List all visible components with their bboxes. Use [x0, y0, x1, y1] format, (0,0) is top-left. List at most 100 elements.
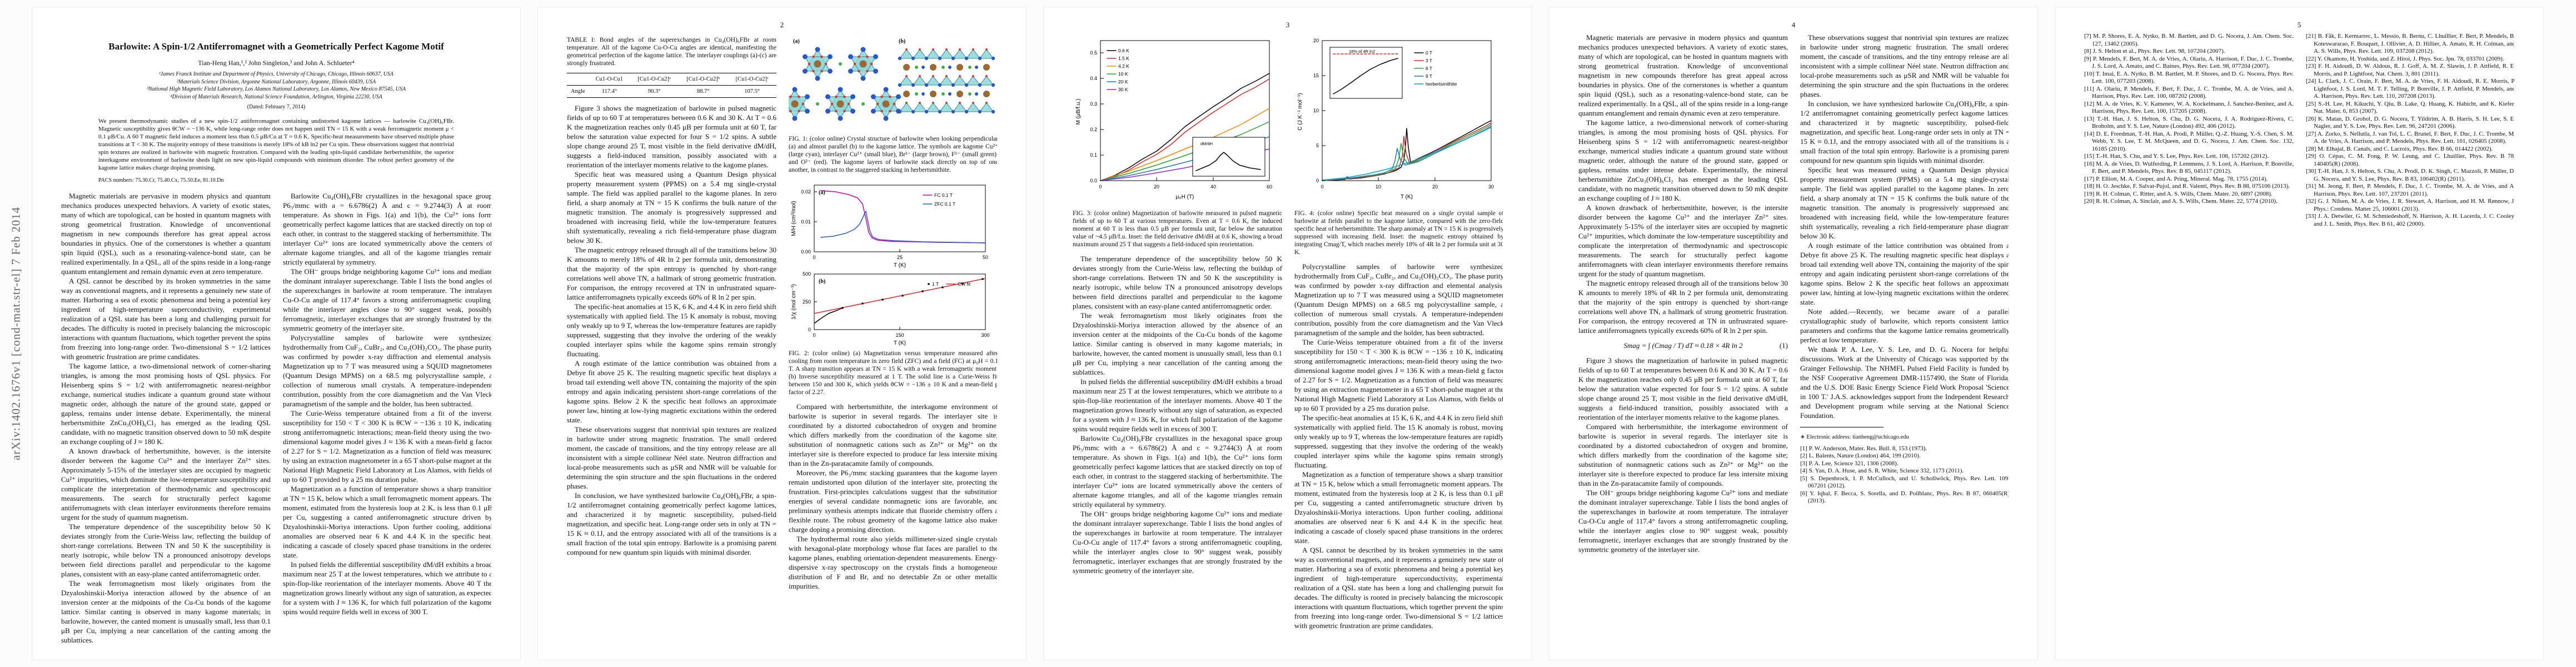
tick-label: 0	[1316, 178, 1319, 183]
figure-3-caption: FIG. 3: (color online) Magnetization of …	[1073, 210, 1282, 248]
table-header-cell: Cu1-O-Cu1	[589, 73, 630, 86]
paragraph: The kagome lattice, a two-dimensional ne…	[61, 362, 271, 446]
reference-entry: [28] M. Elhajal, B. Canals, and C. Lacro…	[2306, 145, 2493, 152]
tick-label: 20	[1154, 184, 1159, 190]
arxiv-stamp: arXiv:1402.1676v1 [cond-mat.str-el] 7 Fe…	[9, 206, 23, 461]
tick-label: 150	[895, 332, 904, 338]
reference-entry: [4] S. Yan, D. A. Huse, and S. R. White,…	[1800, 467, 1964, 474]
paragraph: A known drawback of herbertsmithite, how…	[61, 447, 271, 521]
page-number: 2	[780, 21, 784, 29]
table-1-caption: TABLE I: Bond angles of the superexchang…	[567, 37, 776, 67]
tick-label: 0.02	[801, 189, 811, 195]
paper-title: Barlowite: A Spin-1/2 Antiferromagnet wi…	[108, 41, 444, 52]
tick-label: 0	[808, 327, 811, 332]
reference-entry: [20] R. H. Colman, A. Sinclair, and A. S…	[2084, 198, 2278, 205]
reference-entry: [29] O. Cépas, C. M. Fong, P. W. Leung, …	[2306, 153, 2514, 167]
reference-entry: [5] S. Depenbrock, I. P. McCulloch, and …	[1800, 475, 2009, 490]
table-cell: 90.3°	[647, 88, 661, 94]
figure-4-legend: 0 T 3 T 6 T 9 T herbertsmithite	[1414, 50, 1457, 87]
legend-entry: 1.5 K	[1118, 56, 1129, 61]
paragraph: Magnetization as a function of temperatu…	[283, 485, 491, 559]
tick-label: 0	[1321, 184, 1323, 190]
reference-entry: [31] M. Jeong, F. Bert, P. Mendels, F. D…	[2306, 183, 2514, 197]
reference-entry: [23] F. H. Aidoudi, D. W. Aldous, R. J. …	[2306, 63, 2514, 77]
paragraph: Figure 3 shows the magnetization of barl…	[567, 104, 776, 169]
paragraph: The magnetic entropy released through al…	[567, 246, 776, 301]
tick-label: 0.4	[1090, 76, 1097, 81]
legend-entry: CW fit	[958, 281, 971, 287]
reference-entry: [14] D. E. Freedman, T.-H. Han, A. Prodi…	[2084, 130, 2294, 152]
y-axis-label: C (J K⁻¹ mol⁻¹)	[1297, 93, 1303, 130]
panel-b-label: (b)	[899, 38, 905, 44]
legend-entry: 0.6 K	[1118, 48, 1129, 53]
figure-1-graphic: (a) (b)	[789, 38, 995, 121]
paragraph: The temperature dependence of the suscep…	[61, 522, 271, 578]
reference-entry: [30] T.-H. Han, J. S. Helton, S. Chu, A.…	[2306, 168, 2514, 182]
tick-label: 25	[897, 255, 903, 260]
affiliation-line-2: ²Materials Science Division, Argonne Nat…	[176, 78, 376, 85]
tick-label: 0.0	[1090, 178, 1097, 183]
table-cell: 117.4°	[601, 88, 617, 94]
column-text: Figure 3 shows the magnetization of barl…	[567, 103, 776, 557]
column-right: These observations suggest that nontrivi…	[1800, 33, 2009, 645]
two-column-body: TABLE I: Bond angles of the superexchang…	[567, 33, 997, 645]
tick-label: 50	[983, 255, 988, 260]
column-left: [7] M. P. Shores, E. A. Nytko, B. M. Bar…	[2084, 33, 2294, 645]
reference-entry: [13] T.-H. Han, J. S. Helton, S. Chu, D.…	[2084, 115, 2294, 130]
tick-label: 0	[813, 332, 815, 338]
affiliation-line-4: ⁴Division of Materials Research, Nationa…	[170, 93, 382, 100]
paragraph: The OH⁻ groups bridge neighboring kagome…	[1578, 489, 1788, 554]
paragraph: A QSL cannot be described by its broken …	[1294, 546, 1503, 630]
reference-entry: [3] P. A. Lee, Science 321, 1306 (2008).	[1800, 460, 1899, 467]
tick-label: 60	[1267, 184, 1272, 190]
reference-entry: [15] T.-H. Han, S. Chu, and Y. S. Lee, P…	[2084, 153, 2269, 160]
paragraph: Figure 3 shows the magnetization of barl…	[1578, 356, 1788, 421]
paragraph: The weak ferromagnetism most likely orig…	[1073, 311, 1282, 376]
figure-2b-legend: 1 T CW fit	[928, 281, 971, 287]
table-cell: 88.7°	[696, 88, 710, 94]
paragraph: Barlowite Cu₄(OH)₆FBr crystallizes in th…	[283, 192, 491, 266]
figure-2-graphic: FC 0.1 T ZFC 0.1 T (a) 0 25 50 0.00 0.01…	[791, 185, 990, 346]
reference-entry: [17] P. Elliott, M. A. Cooper, and A. Pr…	[2084, 175, 2268, 182]
figure-2a-legend: FC 0.1 T ZFC 0.1 T	[923, 192, 955, 207]
x-axis-label: T (K)	[894, 340, 906, 346]
figure-3-graphic: 0.6 K 1.5 K 4.2 K 10 K 20 K 30 K dM/dH	[1075, 40, 1272, 200]
tick-label: 20	[1432, 184, 1438, 190]
table-header-cell: [Cu1-O-Cu2]ᵃ	[630, 73, 679, 86]
paragraph: The temperature dependence of the suscep…	[1073, 255, 1282, 310]
figure-4-caption: FIG. 4: (color online) Specific heat mea…	[1294, 210, 1503, 256]
paragraph: In conclusion, we have synthesized barlo…	[567, 491, 776, 556]
paragraph: The OH⁻ groups bridge neighboring kagome…	[283, 267, 491, 332]
paragraph: These observations suggest that nontrivi…	[1800, 33, 2009, 98]
legend-entry: 20 K	[1118, 79, 1128, 84]
two-column-body: 0.6 K 1.5 K 4.2 K 10 K 20 K 30 K dM/dH	[1073, 33, 1503, 645]
reference-entry: [16] M. A. de Vries, D. Wulferding, P. L…	[2084, 160, 2294, 175]
reference-list: [7] M. P. Shores, E. A. Nytko, B. M. Bar…	[2084, 33, 2294, 206]
tick-label: 20	[1313, 38, 1319, 43]
tick-label: 250	[803, 299, 811, 305]
table-header-cell	[567, 73, 589, 86]
pacs-line: PACS numbers: 75.30.Cr, 75.40.Cx, 75.50.…	[98, 177, 224, 183]
y-axis-label: 1/χ (mol cm⁻³)	[791, 284, 797, 320]
reference-list: [1] P. W. Anderson, Mater. Res. Bull. 8,…	[1800, 445, 2009, 505]
two-column-body: [7] M. P. Shores, E. A. Nytko, B. M. Bar…	[2084, 33, 2514, 645]
paragraph: We thank P. A. Lee, Y. S. Lee, and D. G.…	[1800, 345, 2009, 420]
column-right: Barlowite Cu₄(OH)₆FBr crystallizes in th…	[283, 191, 491, 645]
x-axis-label: T (K)	[894, 262, 906, 268]
page-4-content: Magnetic materials are pervasive in mode…	[1578, 33, 2009, 645]
figure-1: (a) (b)	[789, 34, 997, 132]
tick-label: 0.01	[801, 219, 811, 225]
paragraph: The weak ferromagnetism most likely orig…	[61, 579, 271, 644]
x-axis-label: T (K)	[1401, 194, 1413, 200]
column-text: Magnetic materials are pervasive in mode…	[1578, 33, 1788, 335]
reference-entry: [12] M. A. de Vries, K. V. Kamenev, W. A…	[2084, 100, 2294, 115]
two-column-body: Magnetic materials are pervasive in mode…	[61, 191, 491, 645]
tick-label: 0.5	[1090, 50, 1097, 56]
legend-entry: herbertsmithite	[1426, 81, 1457, 87]
x-axis-label: μ₀H (T)	[1176, 194, 1194, 200]
paragraph: The OH⁻ groups bridge neighboring kagome…	[1073, 510, 1282, 575]
paragraph: Magnetic materials are pervasive in mode…	[1578, 33, 1788, 117]
tick-label: 10	[1313, 108, 1319, 113]
table-cell: Angle	[570, 88, 585, 94]
reference-entry: [8] J. S. Helton et al., Phys. Rev. Lett…	[2084, 48, 2225, 54]
